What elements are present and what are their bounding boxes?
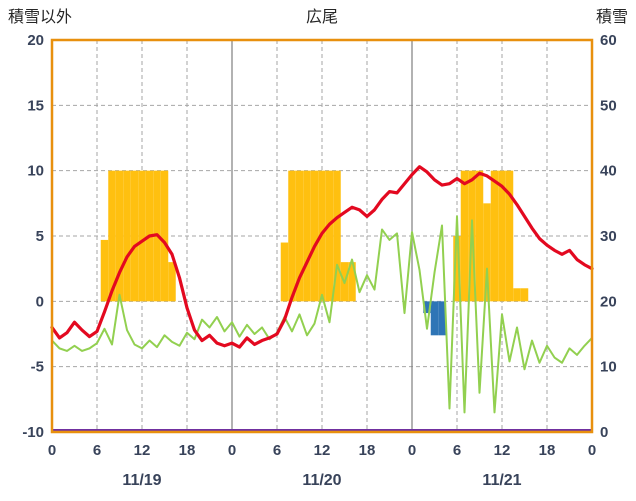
yellow-bars-bar [513, 288, 521, 302]
hour-label: 18 [179, 442, 196, 459]
left-tick-label: 0 [36, 293, 44, 310]
left-tick-label: 10 [27, 163, 44, 180]
hour-label: 6 [93, 442, 101, 459]
right-tick-label: 40 [600, 163, 617, 180]
yellow-bars-bar [333, 170, 341, 302]
yellow-bars-bar [310, 170, 319, 302]
yellow-bars-bar [138, 170, 146, 302]
blue-bars-bar [438, 301, 446, 336]
yellow-bars-bar [460, 170, 469, 302]
blue-bars-bar [430, 301, 439, 336]
yellow-bars-bar [288, 170, 296, 302]
red-line [50, 165, 594, 349]
yellow-bars-bar [505, 170, 514, 302]
yellow-bars [100, 170, 529, 302]
blue-bars [423, 301, 446, 336]
hour-label: 18 [359, 442, 376, 459]
plot-frame [50, 38, 594, 434]
left-tick-label: 15 [27, 97, 44, 114]
left-axis-tick-labels: 20 15 10 5 0 -5 -10 [22, 32, 44, 441]
yellow-bars-bar [168, 262, 176, 302]
day-label: 11/20 [302, 472, 341, 489]
left-tick-label: -5 [31, 359, 44, 376]
yellow-bars-bar [295, 170, 304, 302]
yellow-bars-bar [348, 262, 356, 302]
hour-label: 0 [588, 442, 596, 459]
hour-label: 6 [453, 442, 461, 459]
hour-label: 12 [494, 442, 511, 459]
right-axis-title: 積雪 [596, 8, 628, 26]
x-axis-day-labels: 11/19 11/20 11/21 [122, 472, 521, 489]
left-axis-title: 積雪以外 [8, 8, 72, 26]
right-tick-label: 60 [600, 32, 617, 49]
day-label: 11/19 [122, 472, 161, 489]
yellow-bars-bar [325, 170, 334, 302]
yellow-bars-bar [160, 170, 169, 302]
hour-label: 0 [228, 442, 236, 459]
right-tick-label: 10 [600, 359, 617, 376]
right-tick-label: 30 [600, 228, 617, 245]
green-line [51, 215, 593, 414]
yellow-bars-bar [100, 239, 109, 302]
yellow-bars-bar [123, 170, 131, 302]
yellow-bars-bar [280, 242, 289, 302]
yellow-bars-bar [490, 170, 499, 302]
x-axis-hour-labels: 0 6 12 18 0 6 12 18 0 6 12 18 0 [48, 442, 596, 459]
blue-bars-bar [423, 301, 431, 314]
hour-label: 0 [408, 442, 416, 459]
yellow-bars-bar [108, 170, 116, 302]
right-tick-label: 0 [600, 424, 608, 441]
yellow-bars-bar [115, 170, 124, 302]
yellow-bars-bar [483, 203, 491, 302]
yellow-bars-bar [303, 170, 311, 302]
day-label: 11/21 [482, 472, 521, 489]
green-line [51, 215, 593, 414]
left-tick-label: 20 [27, 32, 44, 49]
yellow-bars-bar [475, 170, 484, 302]
hour-label: 6 [273, 442, 281, 459]
hour-label: 18 [539, 442, 556, 459]
left-tick-label: -10 [22, 424, 44, 441]
hour-label: 12 [314, 442, 331, 459]
yellow-bars-bar [130, 170, 139, 302]
yellow-bars-bar [520, 288, 529, 302]
right-axis-tick-labels: 60 50 40 30 20 10 0 [600, 32, 617, 441]
yellow-bars-bar [498, 170, 506, 302]
right-tick-label: 20 [600, 293, 617, 310]
left-tick-label: 5 [36, 228, 44, 245]
hour-label: 0 [48, 442, 56, 459]
red-line [50, 165, 594, 349]
yellow-bars-bar [453, 236, 461, 302]
hour-label: 12 [134, 442, 151, 459]
right-tick-label: 50 [600, 97, 617, 114]
chart-title: 広尾 [306, 8, 338, 26]
